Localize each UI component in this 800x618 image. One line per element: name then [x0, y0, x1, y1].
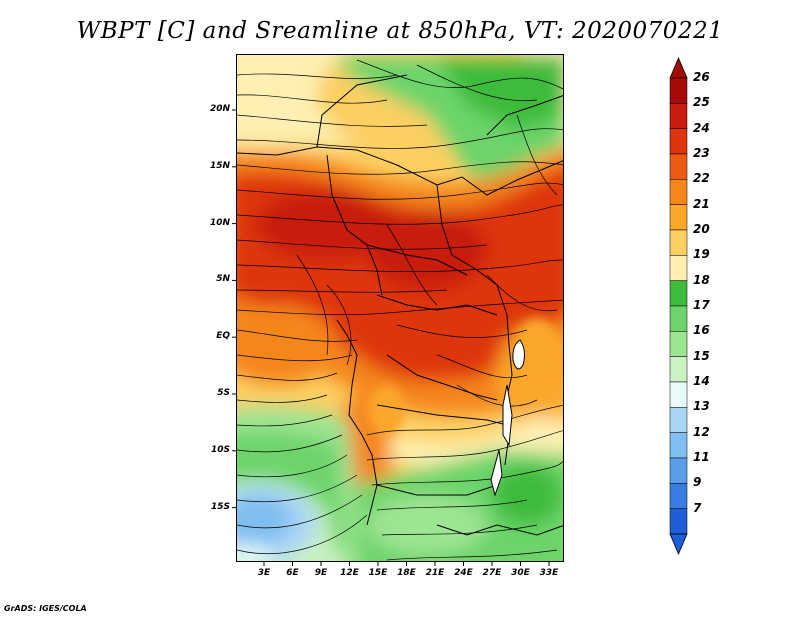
colorbar-label: 23 — [693, 146, 710, 160]
latitude-tick-label: 15N — [209, 160, 230, 171]
longitude-tick-label: 3E — [257, 568, 271, 578]
colorbar-segment — [669, 407, 688, 433]
colorbar-segment — [669, 508, 688, 535]
colorbar-label: 16 — [693, 323, 710, 338]
wbpt-shaded-field — [237, 55, 563, 561]
colorbar-segment — [669, 331, 688, 357]
latitude-tick-label: 10N — [209, 217, 230, 228]
latitude-tick-label: 5N — [216, 274, 230, 285]
colorbar-label: 17 — [693, 298, 710, 312]
latitude-tick-label: 5S — [217, 388, 230, 398]
longitude-tick-label: 24E — [454, 568, 473, 578]
colorbar-label: 21 — [693, 196, 710, 211]
colorbar-segment — [669, 280, 688, 307]
lakes — [490, 339, 525, 497]
colorbar-label: 26 — [693, 70, 710, 84]
colorbar-label: 19 — [693, 247, 710, 262]
colorbar-label: 20 — [693, 222, 710, 236]
longitude-tick-label: 9E — [314, 568, 328, 578]
colorbar-segment — [669, 381, 688, 408]
longitude-tick-label: 18E — [397, 568, 416, 578]
colorbar-segment — [669, 204, 688, 231]
colorbar-bottom-arrow — [669, 533, 688, 556]
colorbar-segment — [669, 432, 688, 459]
colorbar-segment — [669, 255, 688, 281]
latitude-tick-label: EQ — [216, 331, 230, 342]
colorbar-segment — [669, 179, 688, 205]
longitude-tick-label: 12E — [340, 568, 359, 578]
colorbar-segment — [669, 153, 688, 180]
colorbar-label: 13 — [693, 399, 710, 414]
colorbar-segment — [669, 103, 688, 129]
colorbar-segment — [669, 128, 688, 155]
longitude-tick-label: 6E — [286, 568, 299, 578]
colorbar-label: 18 — [693, 272, 710, 287]
colorbar-label: 24 — [693, 120, 710, 135]
longitude-tick-label: 21E — [425, 568, 445, 578]
colorbar — [669, 56, 688, 556]
colorbar-label: 12 — [693, 424, 710, 439]
latitude-tick-label: 10S — [210, 444, 230, 455]
colorbar-label: 11 — [693, 450, 710, 464]
colorbar-segment — [669, 305, 688, 332]
longitude-tick-label: 30E — [511, 568, 530, 578]
colorbar-label: 14 — [693, 374, 710, 388]
longitude-tick-label: 27E — [482, 568, 502, 578]
colorbar-label: 22 — [693, 171, 710, 186]
longitude-tick-label: 33E — [539, 568, 559, 578]
colorbar-segment — [669, 356, 688, 383]
wbpt-streamline-map — [237, 55, 563, 561]
colorbar-label: 9 — [693, 475, 702, 490]
colorbar-segment — [669, 457, 688, 484]
chart-title: WBPT [C] and Sreamline at 850hPa, VT: 20… — [76, 18, 724, 44]
colorbar-label: 15 — [693, 348, 710, 363]
colorbar-label: 25 — [693, 95, 710, 110]
country-borders — [237, 74, 563, 536]
latitude-tick-label: 15S — [210, 501, 230, 512]
map-panel — [236, 54, 564, 562]
grads-credit: GrADS: IGES/COLA — [4, 604, 87, 613]
colorbar-segment — [669, 77, 688, 104]
longitude-tick-label: 15E — [368, 568, 388, 578]
colorbar-segment — [669, 483, 688, 509]
latitude-tick-label: 20N — [209, 104, 230, 114]
streamline-layer — [237, 59, 563, 561]
colorbar-top-arrow — [669, 56, 688, 79]
colorbar-segment — [669, 229, 688, 256]
colorbar-label: 7 — [693, 500, 702, 515]
